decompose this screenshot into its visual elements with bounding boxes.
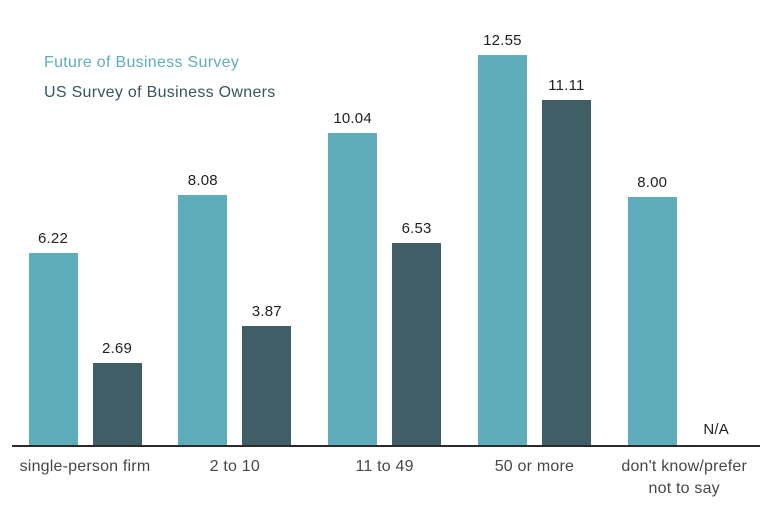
legend-item-future-of-business-survey: Future of Business Survey <box>44 54 240 71</box>
bar-us-survey-of-business-owners <box>92 363 142 447</box>
bar-future-of-business-survey <box>328 133 378 447</box>
bar-value-label: 2.69 <box>102 340 132 357</box>
category-label: don't know/prefer not to say <box>621 458 747 497</box>
bar-value-label: 8.00 <box>637 174 668 191</box>
bar-value-label: 8.08 <box>187 172 218 189</box>
bar-value-label: 11.11 <box>548 77 585 94</box>
bar-future-of-business-survey <box>178 195 228 447</box>
bar-us-survey-of-business-owners <box>392 243 442 447</box>
bar-value-label: 10.04 <box>333 110 372 127</box>
bar-future-of-business-survey <box>477 55 527 447</box>
category-label: single-person firm <box>19 458 151 475</box>
bar-value-label: 6.53 <box>401 220 432 237</box>
legend: Future of Business Survey US Survey of B… <box>44 53 276 113</box>
missing-value-label: N/A <box>703 421 729 438</box>
bar-value-label: 12.55 <box>483 32 522 49</box>
category-label: 2 to 10 <box>209 458 260 475</box>
bar-value-label: 6.22 <box>38 230 68 247</box>
legend-item-us-survey-of-business-owners: US Survey of Business Owners <box>44 84 276 101</box>
category-label: 50 or more <box>494 458 575 475</box>
bar-us-survey-of-business-owners <box>541 100 591 447</box>
bar-future-of-business-survey <box>28 253 78 447</box>
x-axis-line <box>12 445 760 447</box>
bar-us-survey-of-business-owners <box>242 326 292 447</box>
bar-future-of-business-survey <box>627 197 677 447</box>
bar-value-label: 3.87 <box>251 303 282 320</box>
category-label: 11 to 49 <box>355 458 414 475</box>
